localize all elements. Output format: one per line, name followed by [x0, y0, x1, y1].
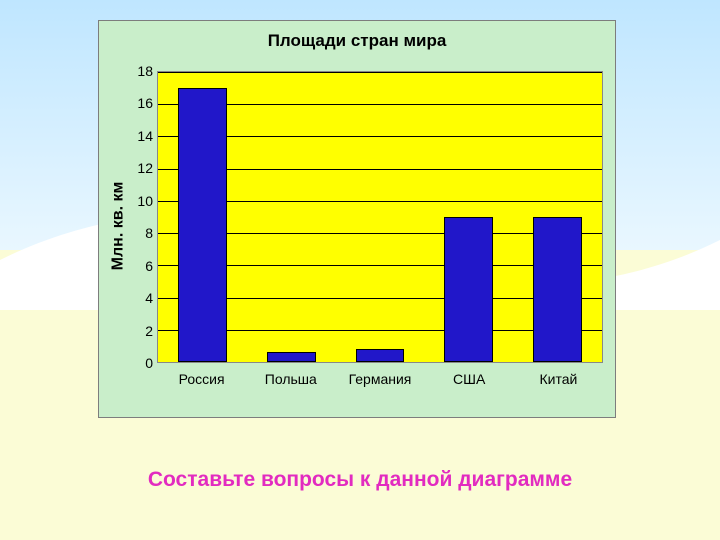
chart-card: Площади стран мира Млн. кв. км 0 2 4 6 8 10 12…: [98, 20, 616, 418]
x-tick-row: Россия Польша Германия США Китай: [157, 367, 603, 391]
bar: [267, 352, 316, 362]
chart-title: Площади стран мира: [107, 27, 607, 61]
plot-wrap: Россия Польша Германия США Китай: [157, 61, 607, 391]
y-axis-label: Млн. кв. км: [109, 182, 127, 271]
y-tick-label: 6: [145, 258, 153, 274]
bar: [356, 349, 405, 362]
y-tick-label: 8: [145, 225, 153, 241]
y-tick-label: 0: [145, 355, 153, 371]
y-tick-label: 12: [137, 160, 153, 176]
chart-body: Млн. кв. км 0 2 4 6 8 10 12 14 16 18 Россия Польша…: [107, 61, 607, 391]
x-tick-label: США: [453, 371, 485, 387]
y-tick-label: 4: [145, 290, 153, 306]
y-tick-label: 18: [137, 63, 153, 79]
x-tick-label: Китай: [539, 371, 577, 387]
y-tick-label: 10: [137, 193, 153, 209]
y-tick-column: 0 2 4 6 8 10 12 14 16 18: [129, 61, 157, 391]
x-tick-label: Германия: [349, 371, 412, 387]
bar: [533, 217, 582, 362]
x-tick-label: Россия: [179, 371, 225, 387]
slide: Площади стран мира Млн. кв. км 0 2 4 6 8 10 12…: [0, 0, 720, 540]
y-tick-label: 14: [137, 128, 153, 144]
x-tick-label: Польша: [265, 371, 317, 387]
plot-area: [157, 71, 603, 363]
bar: [444, 217, 493, 362]
y-axis-label-container: Млн. кв. км: [107, 61, 129, 391]
slide-caption: Составьте вопросы к данной диаграмме: [0, 468, 720, 492]
bar: [178, 88, 227, 362]
y-tick-label: 2: [145, 323, 153, 339]
gridline: [158, 72, 602, 73]
y-tick-label: 16: [137, 95, 153, 111]
